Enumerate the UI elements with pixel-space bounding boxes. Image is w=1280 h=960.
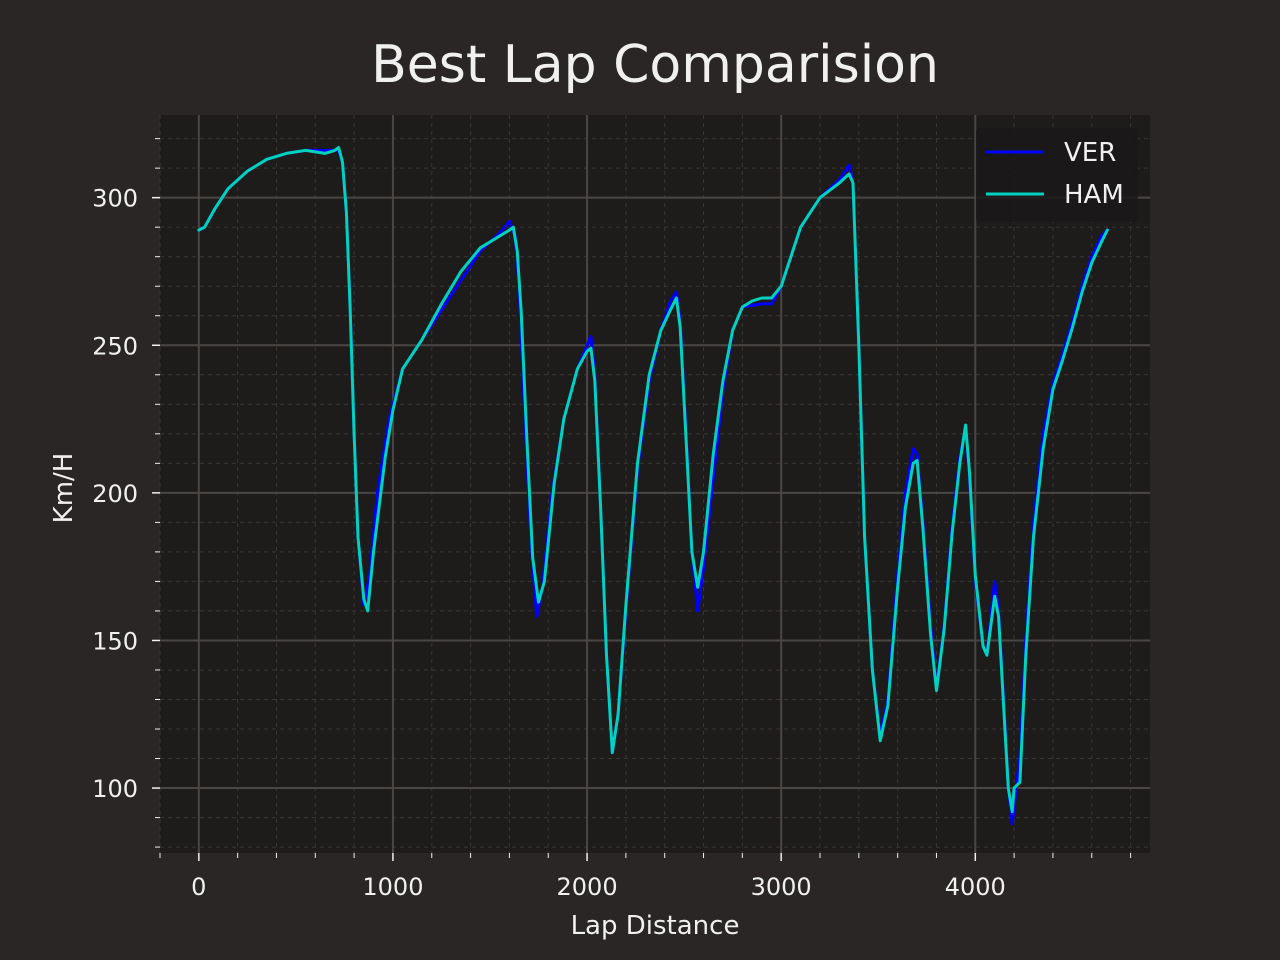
legend-label-ver: VER xyxy=(1064,138,1116,168)
y-tick-label: 300 xyxy=(92,185,138,213)
x-axis-label: Lap Distance xyxy=(571,911,740,941)
series-lines xyxy=(197,146,1109,825)
chart-title: Best Lap Comparision xyxy=(371,35,939,95)
y-tick-label: 100 xyxy=(92,775,138,803)
x-tick-label: 0 xyxy=(191,873,206,901)
y-tick-label: 200 xyxy=(92,480,138,508)
plot-area xyxy=(160,115,1150,853)
legend: VER HAM xyxy=(976,128,1138,222)
x-tick-label: 2000 xyxy=(557,873,618,901)
x-tick-label: 1000 xyxy=(362,873,423,901)
series-line-ham xyxy=(197,146,1109,814)
x-tick-label: 4000 xyxy=(945,873,1006,901)
axis-ticks: 0 1000 2000 3000 4000 100 150 200 250 300 xyxy=(92,138,1132,901)
minor-grid xyxy=(159,115,1150,853)
y-tick-label: 250 xyxy=(92,332,138,360)
y-axis-label: Km/H xyxy=(49,453,79,524)
x-tick-label: 3000 xyxy=(751,873,812,901)
legend-label-ham: HAM xyxy=(1064,180,1124,210)
y-tick-label: 150 xyxy=(92,627,138,655)
